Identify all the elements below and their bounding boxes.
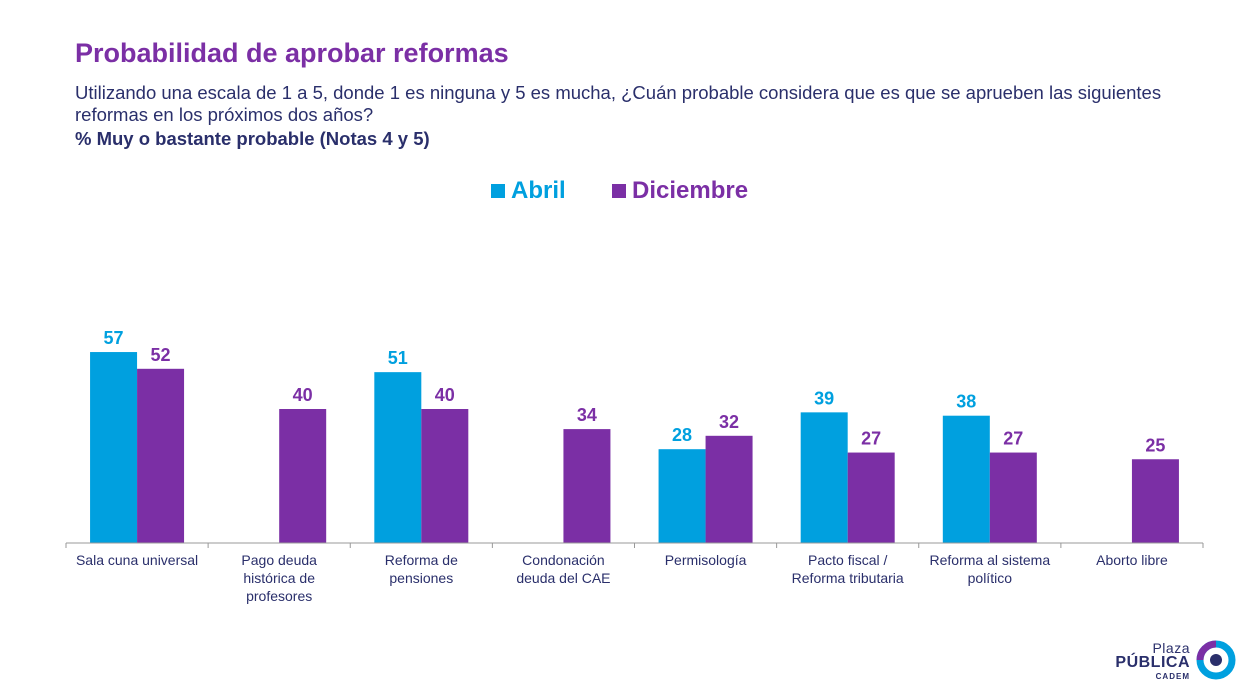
category-label-0-0: Sala cuna universal <box>76 552 198 568</box>
legend-item-diciembre: Diciembre <box>612 176 748 206</box>
category-label-7-0: Aborto libre <box>1096 552 1168 568</box>
bar-abril-2 <box>374 372 422 543</box>
bar-diciembre-5 <box>847 452 895 543</box>
chart-title: Probabilidad de aprobar reformas <box>75 38 509 68</box>
bar-diciembre-4 <box>705 435 753 543</box>
legend-swatch-diciembre <box>612 184 626 198</box>
bar-diciembre-6 <box>989 452 1037 543</box>
category-label-3-1: deuda del CAE <box>516 570 610 586</box>
data-label-diciembre-0: 52 <box>151 345 171 365</box>
data-label-diciembre-5: 27 <box>861 429 881 449</box>
category-label-6-1: político <box>968 570 1013 586</box>
logo-text-cadem: CADEM <box>1155 672 1190 681</box>
data-label-diciembre-2: 40 <box>435 385 455 405</box>
bar-diciembre-0 <box>137 368 185 543</box>
plaza-publica-cadem-logo: Plaza PÚBLICA CADEM <box>1106 638 1236 688</box>
legend: Abril Diciembre <box>0 176 1250 206</box>
category-label-1-2: profesores <box>246 588 312 604</box>
category-label-2-0: Reforma de <box>385 552 458 568</box>
legend-swatch-abril <box>491 184 505 198</box>
data-label-diciembre-4: 32 <box>719 412 739 432</box>
data-label-abril-0: 57 <box>104 328 124 348</box>
data-label-diciembre-6: 27 <box>1003 429 1023 449</box>
category-label-1-1: histórica de <box>243 570 315 586</box>
chart-note: % Muy o bastante probable (Notas 4 y 5) <box>75 128 430 149</box>
data-label-diciembre-7: 25 <box>1145 435 1165 455</box>
category-label-4-0: Permisología <box>665 552 747 568</box>
category-label-5-0: Pacto fiscal / <box>808 552 887 568</box>
bar-diciembre-7 <box>1131 459 1179 543</box>
category-label-6-0: Reforma al sistema <box>930 552 1051 568</box>
data-label-diciembre-3: 34 <box>577 405 597 425</box>
bar-diciembre-1 <box>279 409 327 543</box>
legend-item-abril: Abril <box>491 176 566 206</box>
legend-label-diciembre: Diciembre <box>632 177 749 204</box>
data-label-abril-4: 28 <box>672 425 692 445</box>
data-label-abril-2: 51 <box>388 348 408 368</box>
bar-abril-5 <box>800 412 848 543</box>
data-label-abril-6: 38 <box>956 392 976 412</box>
category-label-2-1: pensiones <box>389 570 453 586</box>
category-label-3-0: Condonación <box>522 552 605 568</box>
bar-abril-6 <box>942 415 990 543</box>
bar-diciembre-3 <box>563 429 611 543</box>
legend-label-abril: Abril <box>511 177 566 204</box>
chart-subtitle: Utilizando una escala de 1 a 5, donde 1 … <box>75 82 1162 125</box>
bar-abril-0 <box>90 352 138 543</box>
bar-diciembre-2 <box>421 409 469 543</box>
logo-text-publica: PÚBLICA <box>1115 654 1190 671</box>
data-label-diciembre-1: 40 <box>293 385 313 405</box>
logo-mark-icon <box>1196 640 1236 680</box>
bar-abril-4 <box>658 449 706 543</box>
logo-text-plaza: Plaza <box>1152 640 1190 656</box>
category-label-5-1: Reforma tributaria <box>792 570 904 586</box>
category-label-1-0: Pago deuda <box>241 552 317 568</box>
data-label-abril-5: 39 <box>814 388 834 408</box>
